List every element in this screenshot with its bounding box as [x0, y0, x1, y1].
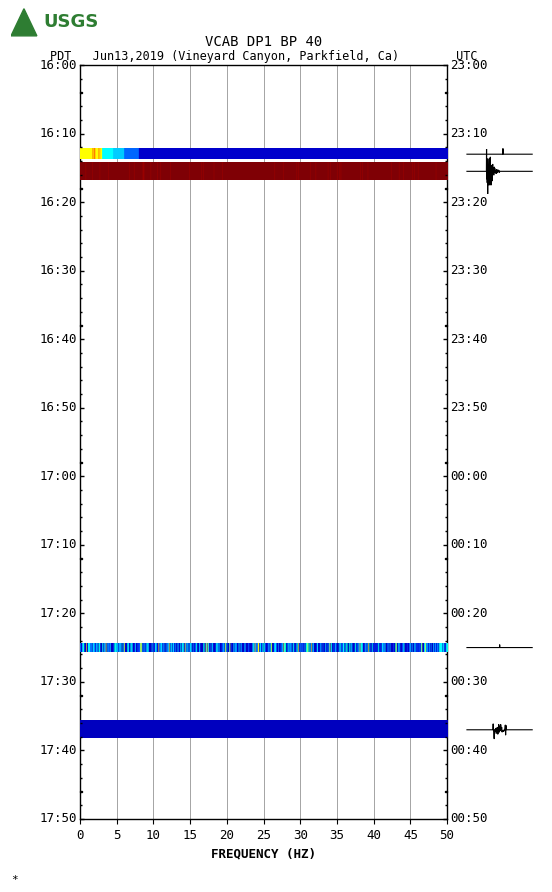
Text: 16:20: 16:20	[40, 195, 77, 209]
Text: 16:10: 16:10	[40, 128, 77, 140]
Text: USGS: USGS	[43, 13, 99, 31]
Text: 16:00: 16:00	[40, 59, 77, 71]
Text: 23:20: 23:20	[450, 195, 487, 209]
Text: PDT   Jun13,2019 (Vineyard Canyon, Parkfield, Ca)        UTC: PDT Jun13,2019 (Vineyard Canyon, Parkfie…	[50, 50, 477, 62]
Text: 17:40: 17:40	[40, 744, 77, 756]
Text: 17:20: 17:20	[40, 607, 77, 620]
Text: 17:10: 17:10	[40, 538, 77, 551]
Text: 23:50: 23:50	[450, 401, 487, 414]
Text: 16:30: 16:30	[40, 264, 77, 277]
Text: 00:00: 00:00	[450, 470, 487, 483]
Text: 00:40: 00:40	[450, 744, 487, 756]
Text: 00:50: 00:50	[450, 813, 487, 825]
Text: 23:30: 23:30	[450, 264, 487, 277]
Text: 16:50: 16:50	[40, 401, 77, 414]
X-axis label: FREQUENCY (HZ): FREQUENCY (HZ)	[211, 847, 316, 860]
Text: 00:30: 00:30	[450, 675, 487, 689]
Text: 00:20: 00:20	[450, 607, 487, 620]
Text: 17:00: 17:00	[40, 470, 77, 483]
Text: 23:00: 23:00	[450, 59, 487, 71]
Text: 17:30: 17:30	[40, 675, 77, 689]
Text: 16:40: 16:40	[40, 333, 77, 346]
Polygon shape	[11, 9, 37, 36]
Text: VCAB DP1 BP 40: VCAB DP1 BP 40	[205, 35, 322, 49]
Text: 00:10: 00:10	[450, 538, 487, 551]
Text: *: *	[11, 875, 18, 885]
Text: 23:40: 23:40	[450, 333, 487, 346]
Text: 23:10: 23:10	[450, 128, 487, 140]
Text: 17:50: 17:50	[40, 813, 77, 825]
